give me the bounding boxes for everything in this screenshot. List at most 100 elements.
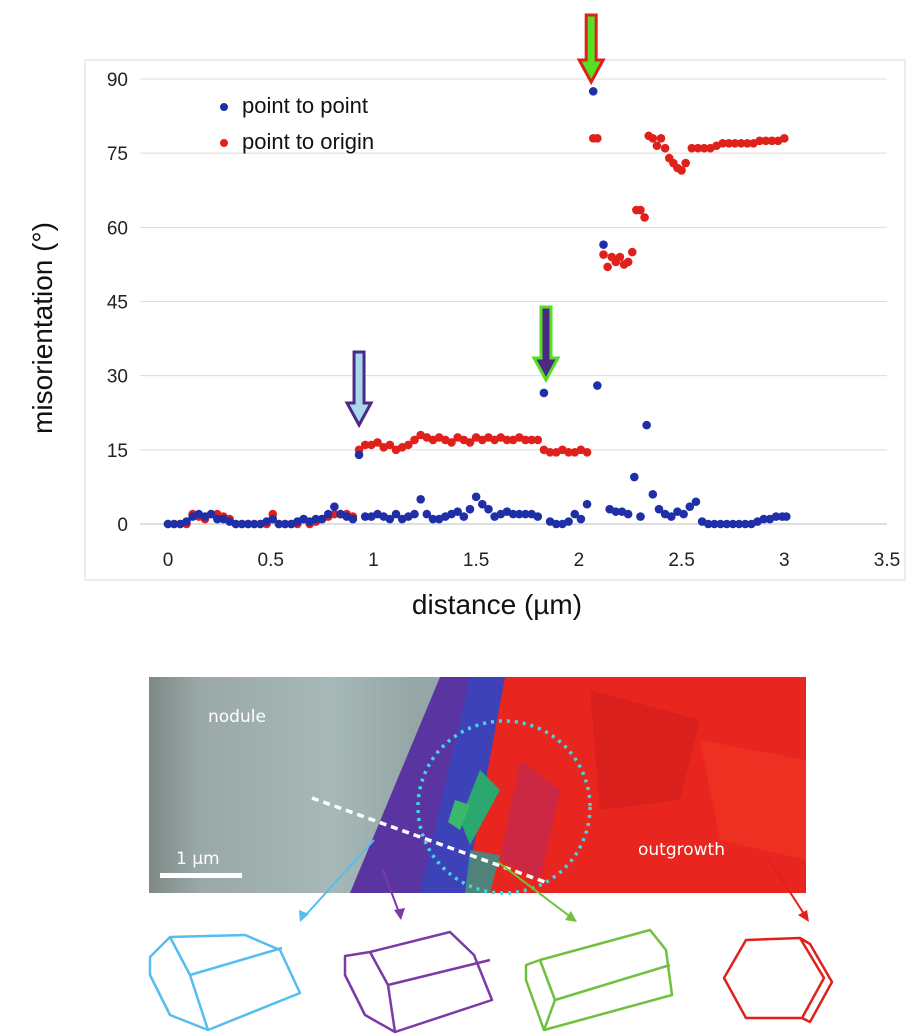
crystal-green-icon	[524, 928, 674, 1032]
x-tick-labels: 0 0.5 1 1.5 2 2.5 3 3.5	[163, 550, 901, 571]
data-point	[779, 134, 789, 143]
data-point	[767, 136, 777, 146]
data-point	[736, 138, 746, 148]
data-point	[648, 134, 658, 143]
x-tick-label: 1.5	[463, 550, 489, 571]
data-point	[599, 240, 608, 249]
data-point	[681, 158, 690, 168]
data-point	[582, 448, 592, 457]
data-point	[652, 141, 662, 151]
region-circle	[416, 719, 592, 895]
data-point	[630, 472, 639, 482]
data-point	[687, 143, 697, 153]
data-point	[623, 257, 633, 267]
x-tick-label: 2	[574, 550, 585, 571]
data-point	[603, 262, 612, 272]
data-point	[274, 519, 284, 529]
data-point	[588, 87, 598, 96]
data-point	[521, 435, 530, 445]
data-point	[679, 509, 688, 519]
data-point	[740, 519, 750, 529]
data-point	[206, 509, 216, 519]
data-point	[716, 519, 725, 529]
data-point	[627, 247, 637, 257]
data-point	[410, 435, 419, 445]
data-point	[249, 519, 259, 529]
data-point	[404, 440, 413, 450]
y-tick-label: 45	[107, 293, 128, 314]
data-point	[615, 252, 625, 262]
data-point	[354, 450, 364, 460]
data-point	[330, 502, 339, 511]
legend-marker-point-to-point	[220, 103, 228, 111]
nodule-label: nodule	[208, 707, 266, 727]
x-tick-label: 0	[163, 550, 174, 571]
scale-bar	[160, 873, 242, 878]
data-point	[710, 519, 719, 529]
boundary-arrows	[344, 13, 606, 429]
data-point	[611, 507, 621, 516]
data-point	[169, 519, 179, 529]
data-point	[677, 166, 686, 175]
data-point	[237, 519, 247, 529]
data-point	[570, 509, 580, 519]
data-point	[782, 512, 791, 521]
x-tick-label: 0.5	[258, 550, 284, 571]
data-point	[323, 509, 333, 519]
data-point	[453, 507, 462, 516]
data-point	[280, 519, 290, 529]
y-tick-label: 15	[107, 441, 128, 462]
crystal-purple-icon	[343, 930, 494, 1034]
data-point	[465, 438, 475, 447]
data-point	[551, 519, 561, 529]
data-point	[743, 138, 752, 148]
data-point	[718, 138, 727, 148]
data-point	[691, 497, 701, 507]
series-point-to-point	[163, 87, 791, 529]
data-point	[693, 143, 703, 153]
data-point	[576, 514, 586, 524]
crystal-nodule-icon	[148, 933, 302, 1032]
data-point	[243, 519, 253, 529]
crystal-outgrowth-icon	[722, 936, 834, 1024]
arrow-marker	[344, 350, 374, 429]
data-point	[459, 512, 469, 521]
chart-frame	[84, 59, 906, 581]
y-tick-label: 30	[107, 367, 128, 388]
data-point	[360, 440, 370, 450]
data-point	[484, 504, 493, 514]
data-point	[636, 205, 645, 215]
data-point	[533, 435, 543, 445]
series-point-to-origin	[163, 131, 789, 529]
data-point	[724, 138, 734, 148]
data-point	[656, 134, 666, 143]
data-point	[685, 502, 695, 511]
x-axis-title: distance (µm)	[412, 589, 582, 620]
data-point	[660, 143, 670, 153]
data-point	[360, 512, 370, 521]
data-point	[640, 213, 649, 222]
data-point	[703, 519, 713, 529]
data-point	[213, 514, 222, 524]
y-tick-labels: 0 15 30 45 60 75 90	[107, 70, 128, 536]
data-point	[317, 514, 327, 524]
data-point	[268, 514, 278, 524]
data-point	[182, 517, 191, 526]
data-point	[422, 509, 432, 519]
data-point	[654, 504, 664, 514]
y-tick-label: 90	[107, 70, 128, 91]
data-point	[648, 490, 658, 499]
data-point	[373, 438, 382, 447]
data-point	[761, 136, 771, 146]
data-point	[508, 509, 518, 519]
data-point	[410, 509, 419, 519]
data-point	[623, 509, 633, 519]
data-point	[521, 509, 530, 519]
data-point	[385, 514, 395, 524]
data-point	[564, 448, 573, 457]
data-point	[385, 440, 395, 450]
outgrowth-label: outgrowth	[638, 840, 725, 860]
data-point	[471, 492, 481, 502]
data-point	[636, 512, 645, 521]
